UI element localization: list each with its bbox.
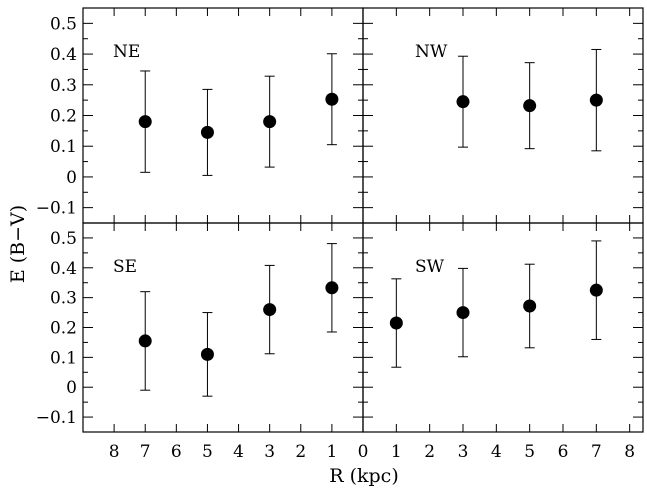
panel-label: NW <box>415 42 448 62</box>
data-point <box>456 306 470 320</box>
data-point <box>263 303 277 317</box>
x-tick-label: 1 <box>391 442 402 462</box>
data-point <box>325 281 339 295</box>
panel-label: SW <box>415 257 445 277</box>
panels: NE NW SE SW −0.1 0 0.1 0.2 0.3 0.4 0.5 −0.1 0 0.1 0.2 0… <box>36 7 644 462</box>
data-point <box>523 299 537 313</box>
panel-sw: SW <box>362 222 644 433</box>
x-tick-label: 1 <box>326 442 337 462</box>
x-tick-label: 7 <box>140 442 151 462</box>
x-tick-label: 6 <box>171 442 182 462</box>
x-tick-label: 7 <box>591 442 602 462</box>
data-point <box>523 99 537 113</box>
y-tick-label: −0.1 <box>36 408 77 428</box>
data-point <box>200 347 214 361</box>
x-tick-label: 3 <box>264 442 275 462</box>
y-tick-label: 0.5 <box>50 229 77 249</box>
x-tick-label: 6 <box>558 442 569 462</box>
x-tick-label: 4 <box>491 442 502 462</box>
data-point <box>589 283 603 297</box>
x-axis-label: R (kpc) <box>329 465 399 487</box>
panel-ne: NE <box>82 7 364 224</box>
panel-label: SE <box>113 257 137 277</box>
data-point <box>263 115 277 129</box>
x-tick-label: 8 <box>624 442 635 462</box>
y-tick-label: 0 <box>66 168 77 188</box>
y-tick-label: 0 <box>66 378 77 398</box>
x-tick-label: 4 <box>233 442 244 462</box>
data-point <box>589 93 603 107</box>
y-tick-label: −0.1 <box>36 199 77 219</box>
panel-frame <box>362 222 644 433</box>
data-point <box>389 316 403 330</box>
x-tick-label: 3 <box>458 442 469 462</box>
y-tick-label: 0.5 <box>50 14 77 34</box>
y-tick-label: 0.4 <box>50 45 77 65</box>
y-tick-label: 0.1 <box>50 137 77 157</box>
y-tick-label: 0.2 <box>50 319 77 339</box>
x-tick-label: 5 <box>202 442 213 462</box>
y-tick-label: 0.3 <box>50 289 77 309</box>
y-tick-label: 0.2 <box>50 107 77 127</box>
y-tick-label: 0.3 <box>50 76 77 96</box>
data-point <box>200 125 214 139</box>
data-point <box>138 115 152 129</box>
data-point <box>138 334 152 348</box>
panel-label: NE <box>113 42 140 62</box>
y-axis-label: E (B−V) <box>7 205 29 283</box>
panel-frame <box>362 7 644 224</box>
data-point <box>325 92 339 106</box>
panel-frame <box>82 7 364 224</box>
x-tick-label: 8 <box>109 442 120 462</box>
y-tick-label: 0.4 <box>50 259 77 279</box>
panel-frame <box>82 222 364 433</box>
data-point <box>456 95 470 109</box>
x-tick-label: 2 <box>424 442 435 462</box>
x-tick-label: 2 <box>295 442 306 462</box>
panel-nw: NW <box>362 7 644 224</box>
x-tick-label: 0 <box>358 442 369 462</box>
y-tick-label: 0.1 <box>50 348 77 368</box>
x-tick-label: 5 <box>524 442 535 462</box>
panel-se: SE <box>82 222 364 433</box>
